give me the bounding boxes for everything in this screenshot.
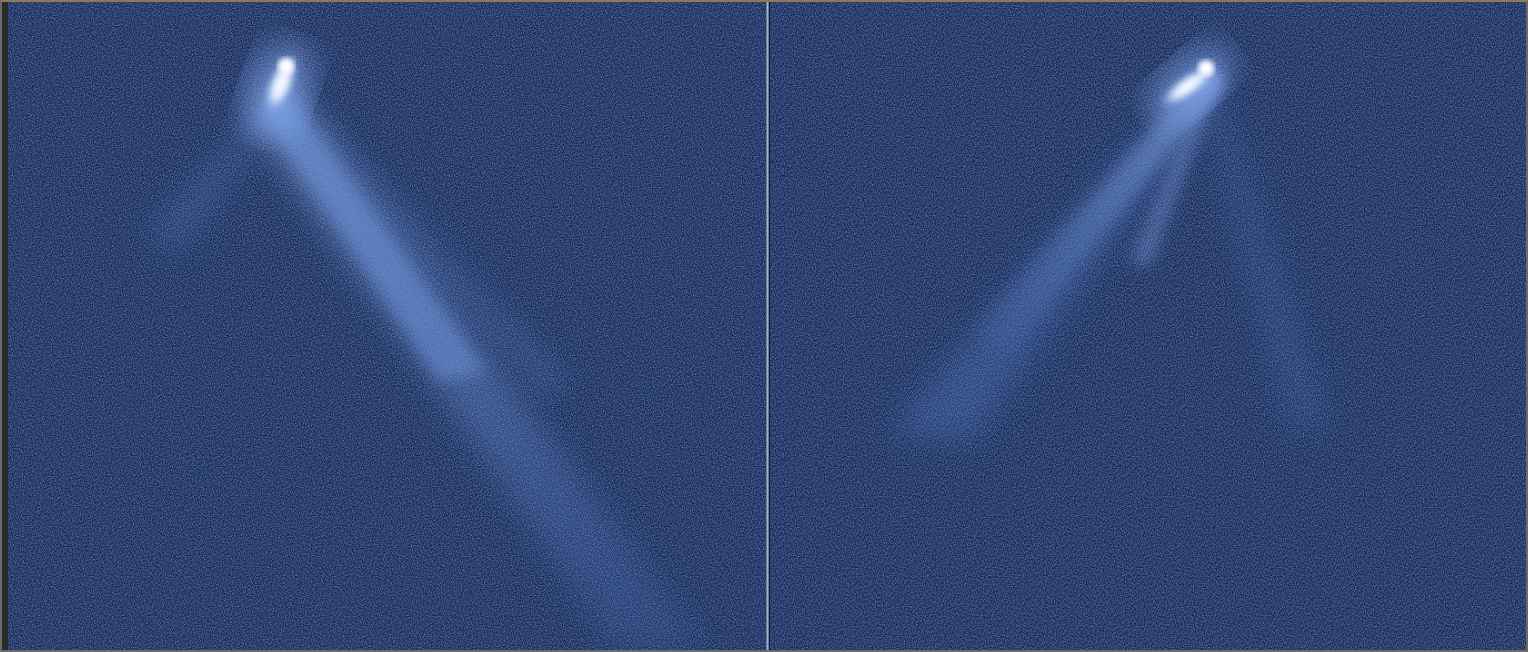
right-inner-tail (1130, 72, 1220, 267)
right-panel-svg (770, 2, 1526, 650)
right-panel (770, 2, 1526, 650)
left-panel (8, 2, 766, 650)
left-side-tail (148, 102, 278, 252)
panel-divider (766, 2, 769, 650)
right-nucleus (1146, 44, 1234, 124)
right-tails (890, 64, 1330, 442)
left-noise-texture (8, 2, 766, 650)
left-inner-tail (263, 82, 488, 382)
right-nucleus-bright-spot (1198, 60, 1214, 76)
left-panel-svg (8, 2, 766, 650)
left-tails (148, 72, 708, 650)
left-faint-tail (283, 92, 568, 397)
left-nucleus (241, 39, 315, 141)
right-faint-tail (1200, 72, 1330, 432)
right-wide-tail (890, 72, 1220, 442)
left-edge-border (2, 2, 8, 650)
left-nucleus-bright-spot (278, 58, 294, 74)
